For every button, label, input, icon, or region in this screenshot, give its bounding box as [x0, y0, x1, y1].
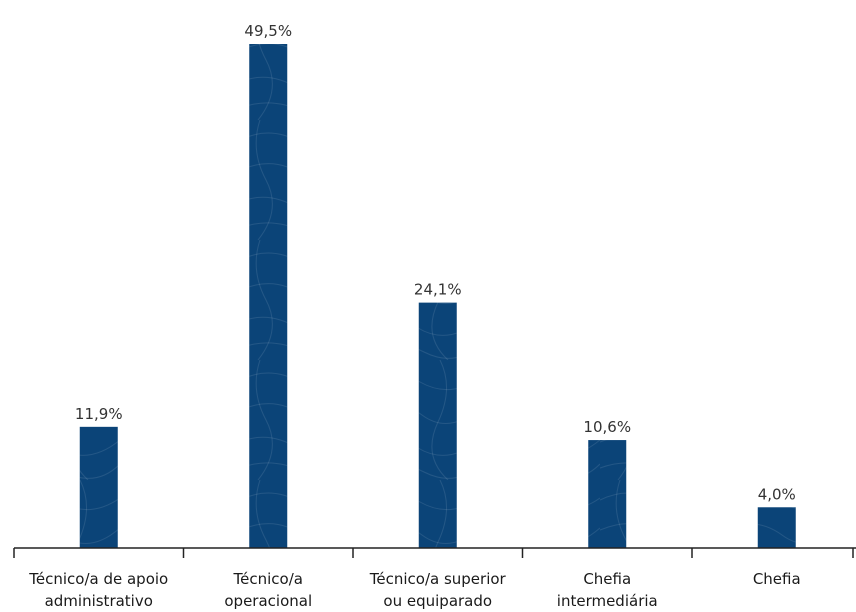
category-label-line: Técnico/a de apoio: [28, 570, 168, 588]
bar-group: [588, 440, 627, 548]
x-axis-ticks: [13, 548, 854, 558]
category-label-line: administrativo: [45, 592, 153, 610]
category-label: Técnico/a de apoio administrativo: [28, 570, 168, 610]
category-label-line: Chefia: [753, 570, 801, 588]
category-label: Chefia intermediária: [557, 570, 658, 610]
category-label: Técnico/a superior ou equiparado: [369, 570, 507, 610]
bar-value-label: 4,0%: [758, 485, 796, 503]
bar-texture: [418, 302, 457, 548]
bar-value-label: 24,1%: [414, 281, 462, 299]
category-label-line: operacional: [224, 592, 312, 610]
category-label-line: Técnico/a superior: [369, 570, 507, 588]
category-label-line: Técnico/a: [233, 570, 303, 588]
bar-group: [757, 507, 796, 548]
bar-value-label: 49,5%: [244, 22, 292, 40]
category-labels-layer: Técnico/a de apoio administrativoTécnico/…: [28, 570, 800, 610]
category-label-line: intermediária: [557, 592, 658, 610]
category-label-line: Chefia: [583, 570, 631, 588]
bars-layer: [79, 44, 796, 548]
bar-group: [418, 302, 457, 548]
bar-texture: [588, 440, 627, 548]
bar-texture: [79, 426, 118, 548]
bar-value-label: 10,6%: [583, 418, 631, 436]
value-labels-layer: 11,9% 49,5% 24,1% 10,6% 4,0%: [75, 22, 796, 503]
bar-texture: [249, 44, 288, 548]
bar-value-label: 11,9%: [75, 405, 123, 423]
bar-group: [79, 426, 118, 548]
bar-group: [249, 44, 288, 548]
category-label: Chefia: [753, 570, 801, 588]
bar-texture: [757, 507, 796, 548]
category-label: Técnico/a operacional: [224, 570, 312, 610]
category-label-line: ou equiparado: [383, 592, 492, 610]
